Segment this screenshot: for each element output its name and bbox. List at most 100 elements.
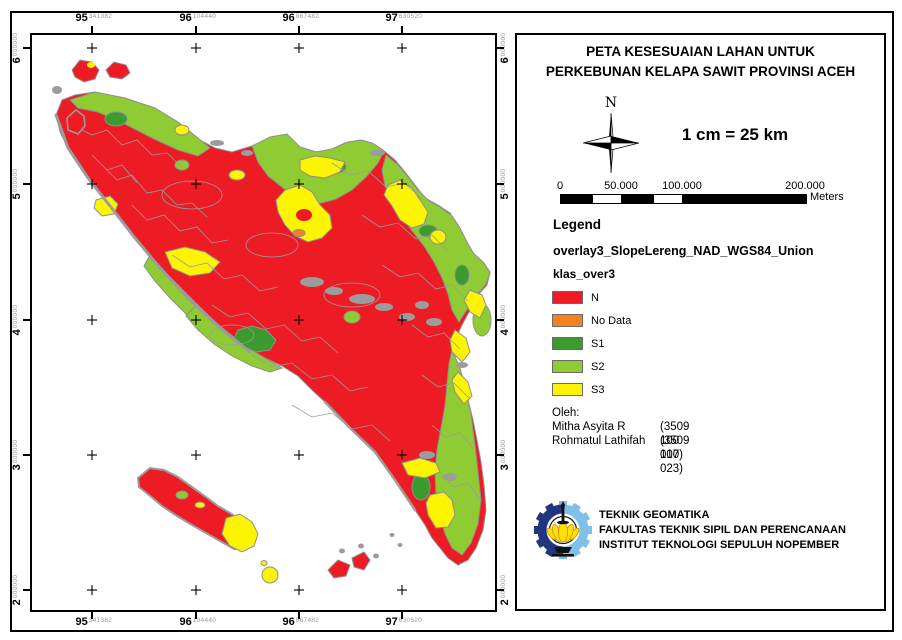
legend-item-label: S2 (591, 360, 605, 373)
scale-bar-segment (622, 195, 653, 203)
graticule-tick (23, 183, 30, 185)
islands (52, 59, 403, 584)
scale-bar-segment (561, 195, 592, 203)
legend-item-label: S3 (591, 383, 605, 396)
latitude-label-left-degrees: 6 (11, 57, 23, 64)
author-row: Rohmatul Lathifah (3509 100 023) (552, 434, 689, 475)
latitude-label-left: 4 000000 (11, 305, 23, 336)
parcel-boundaries (71, 124, 481, 500)
graticule-tick (23, 47, 30, 49)
its-torch (552, 501, 574, 557)
graticule-tick (23, 454, 30, 456)
legend-item-label: No Data (591, 314, 632, 327)
legend-swatch-no-data (552, 314, 583, 327)
graticule-tick (401, 26, 403, 33)
latitude-label-right-fraction: 000000 (500, 439, 507, 464)
legend-item: S3 (552, 378, 631, 401)
latitude-label-right-degrees: 2 (499, 599, 511, 606)
author-name: Mitha Asyita R (552, 421, 626, 433)
longitude-label-bottom: 95 341382 (75, 616, 112, 628)
map-title: PETA KESESUAIAN LAHAN UNTUK PERKEBUNAN K… (517, 42, 884, 82)
graticule-tick (497, 589, 504, 591)
longitude-label-bottom-degrees: 96 (282, 616, 295, 628)
authors-block: Oleh: Mitha Asyita R (3509 100 017) Rohmat… (552, 406, 689, 475)
scale-bar-segment (591, 195, 622, 203)
longitude-label-bottom-degrees: 95 (75, 616, 88, 628)
graticule-tick (497, 183, 504, 185)
graticule-crosses (87, 43, 407, 595)
graticule-tick (298, 612, 300, 619)
latitude-label-left-fraction: 000000 (12, 439, 19, 464)
latitude-label-left: 2 000000 (11, 575, 23, 606)
north-arrow-n-label: N (604, 95, 618, 111)
scale-bar-tick-label: 200.000 (785, 180, 825, 192)
graticule-tick (91, 612, 93, 619)
legend-swatch-s3 (552, 383, 583, 396)
legend-swatch-s1 (552, 337, 583, 350)
latitude-label-left-fraction: 000000 (12, 304, 19, 329)
latitude-label-right-fraction: 000000 (500, 304, 507, 329)
scale-bar-segment (652, 195, 683, 203)
longitude-label-bottom: 96 867482 (282, 616, 319, 628)
scale-bar-tick-label: 0 (556, 180, 564, 192)
longitude-label-top-degrees: 95 (75, 12, 88, 24)
graticule-tick (497, 47, 504, 49)
its-logo-icon (534, 501, 592, 559)
map-title-line1: PETA KESESUAIAN LAHAN UNTUK (586, 44, 815, 59)
latitude-label-left: 3 000000 (11, 440, 23, 471)
latitude-label-left-fraction: 000000 (12, 32, 19, 57)
latitude-label-left: 5 000000 (11, 169, 23, 200)
latitude-label-left-degrees: 4 (11, 329, 23, 336)
legend-sublayer-name: klas_over3 (553, 267, 616, 281)
latitude-label-right-degrees: 3 (499, 464, 511, 471)
longitude-label-top-fraction: 104440 (192, 13, 217, 20)
gray-fringe (54, 113, 468, 512)
longitude-label-bottom-fraction: 104440 (192, 617, 217, 624)
institution-block: TEKNIK GEOMATIKA FAKULTAS TEKNIK SIPIL DA… (599, 508, 846, 553)
graticule-tick (23, 319, 30, 321)
longitude-label-top: 96 104440 (179, 12, 216, 24)
institution-line: TEKNIK GEOMATIKA (599, 509, 710, 521)
legend-item-label: N (591, 291, 599, 304)
legend-swatch-s2 (552, 360, 583, 373)
aceh-suitability-map (52, 43, 492, 595)
page-border (10, 11, 894, 632)
longitude-label-bottom-fraction: 341382 (88, 617, 113, 624)
longitude-label-bottom-degrees: 96 (179, 616, 192, 628)
legend-item-label: S1 (591, 337, 605, 350)
authors-heading: Oleh: (552, 407, 580, 419)
graticule-tick (298, 26, 300, 33)
class-s3-patches (93, 124, 487, 529)
scale-bar-tick-label: 50.000 (604, 180, 638, 192)
scale-bar: 0 50.000 100.000 200.000 Meters (556, 180, 880, 210)
map-frame (30, 33, 497, 612)
longitude-label-top: 96 867482 (282, 12, 319, 24)
scale-bar-segments (560, 194, 807, 204)
legend-item: No Data (552, 309, 631, 332)
longitude-label-top-degrees: 96 (282, 12, 295, 24)
legend-item: N (552, 286, 631, 309)
institution-line: INSTITUT TEKNOLOGI SEPULUH NOPEMBER (599, 539, 840, 551)
longitude-label-bottom: 97 630520 (385, 616, 422, 628)
latitude-label-right-fraction: 000000 (500, 32, 507, 57)
longitude-label-top-fraction: 867482 (295, 13, 320, 20)
legend-swatch-n (552, 291, 583, 304)
longitude-label-top: 95 341382 (75, 12, 112, 24)
north-arrow-icon (583, 112, 639, 173)
graticule-tick (401, 612, 403, 619)
latitude-label-right-degrees: 5 (499, 193, 511, 200)
scale-ratio-text: 1 cm = 25 km (681, 125, 789, 144)
latitude-label-right-degrees: 4 (499, 329, 511, 336)
legend-heading: Legend (553, 217, 602, 232)
info-panel: PETA KESESUAIAN LAHAN UNTUK PERKEBUNAN K… (515, 33, 886, 611)
latitude-label-left: 6 000000 (11, 33, 23, 64)
scale-bar-unit: Meters (810, 191, 844, 203)
latitude-label-right-degrees: 6 (499, 57, 511, 64)
longitude-label-top-fraction: 630520 (398, 13, 423, 20)
latitude-label-left-fraction: 000000 (12, 574, 19, 599)
legend-item: S2 (552, 355, 631, 378)
graticule-tick (497, 319, 504, 321)
latitude-label-left-fraction: 000000 (12, 168, 19, 193)
legend-items: N No Data S1 S2 S3 (552, 286, 631, 401)
